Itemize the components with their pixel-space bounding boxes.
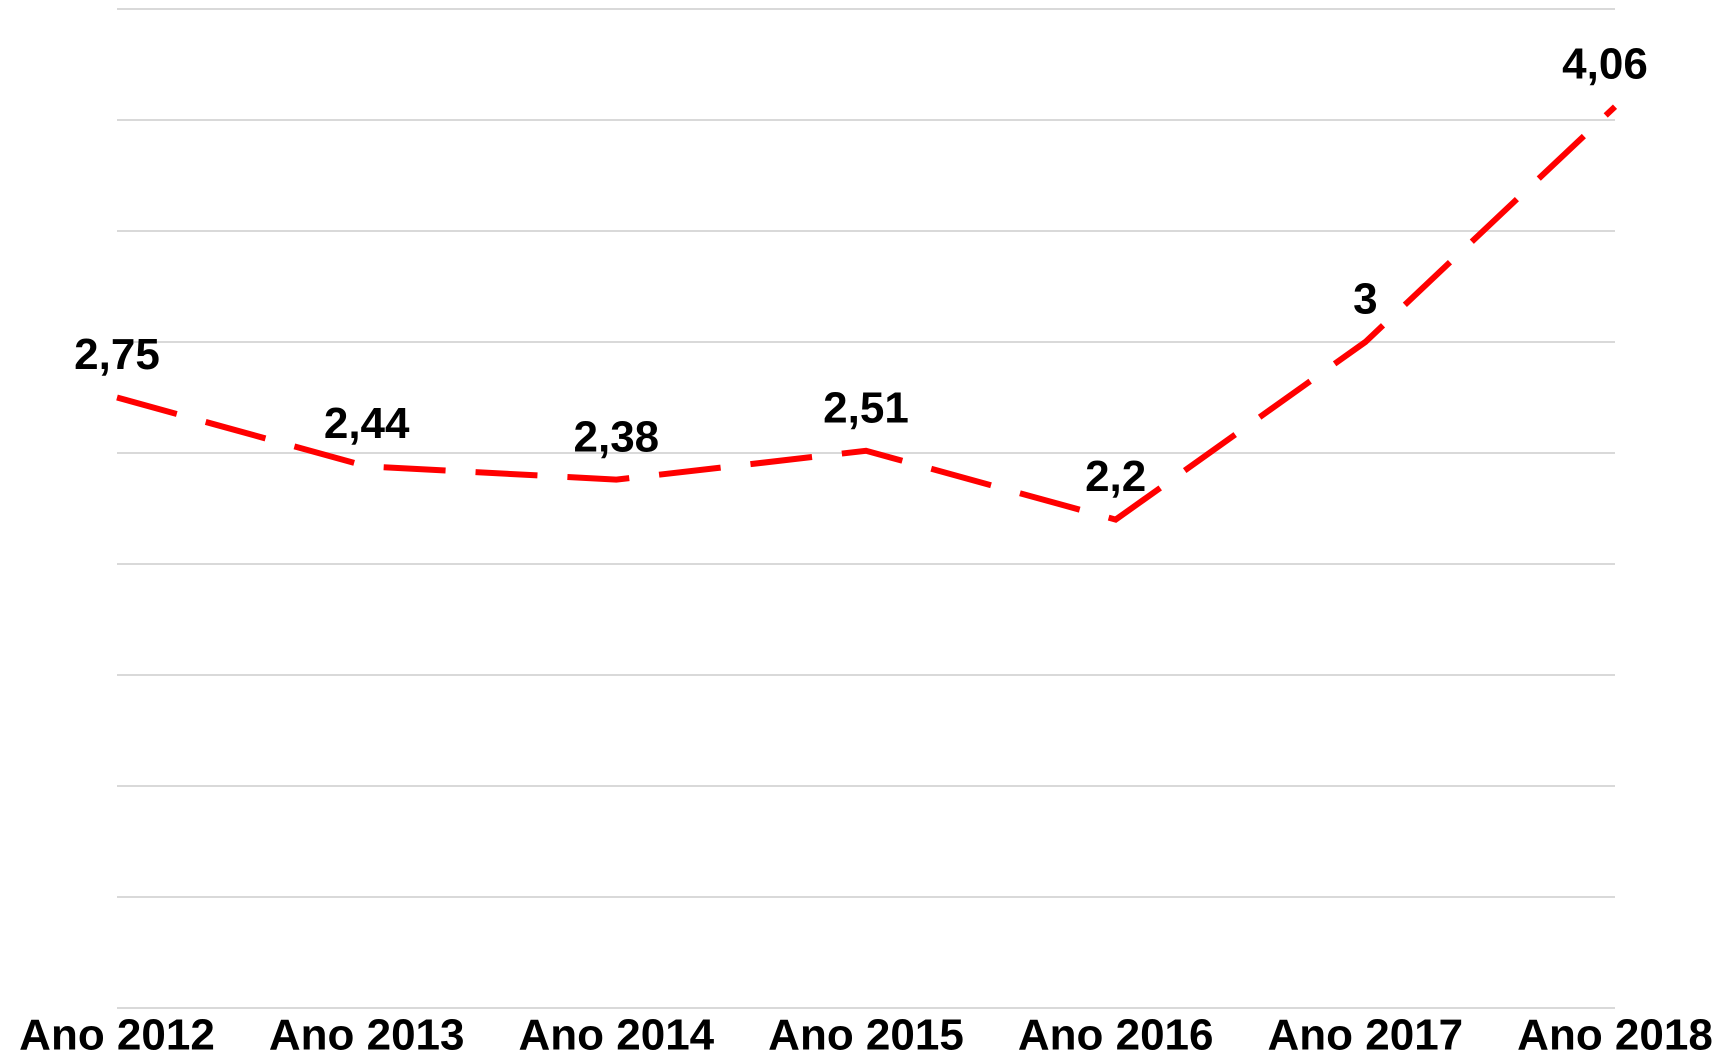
data-label: 2,38 [574,412,660,461]
data-label: 2,51 [823,383,909,432]
line [116,104,1618,523]
data-label: 4,06 [1562,39,1648,88]
data-label: 2,44 [324,399,410,448]
x-tick-label: Ano 2018 [1517,1011,1713,1058]
x-tick-label: Ano 2013 [269,1011,465,1058]
x-tick-label: Ano 2017 [1268,1011,1464,1058]
data-label: 2,2 [1085,452,1146,501]
data-label: 2,75 [74,330,160,379]
x-tick-label: Ano 2014 [519,1011,715,1058]
x-tick-label: Ano 2016 [1018,1011,1214,1058]
x-tick-label: Ano 2015 [768,1011,964,1058]
data-label: 3 [1353,275,1377,324]
x-tick-label: Ano 2012 [19,1011,215,1058]
